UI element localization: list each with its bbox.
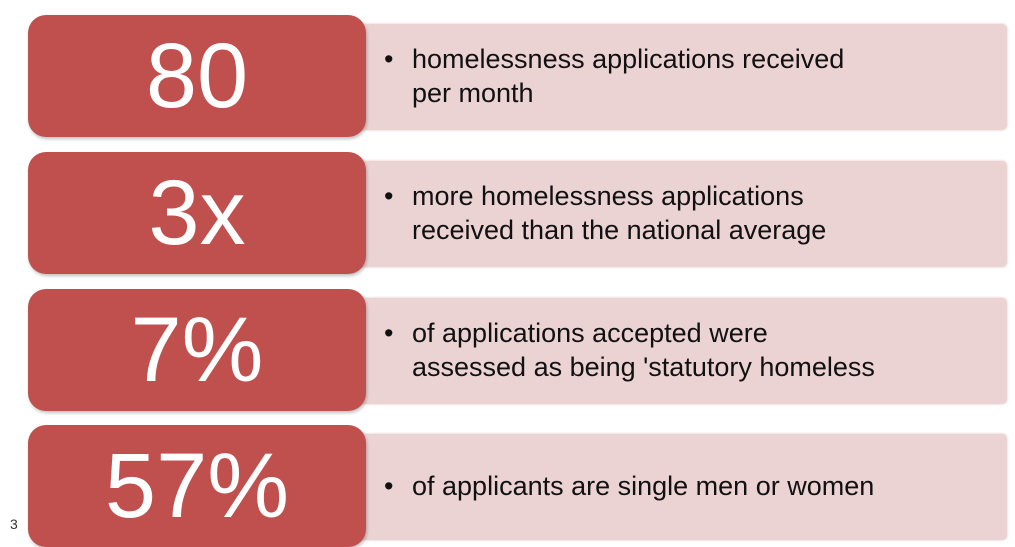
- description-panel: [350, 297, 1008, 405]
- description-line: of applicants are single men or women: [412, 471, 875, 501]
- bullet: •: [384, 44, 394, 74]
- description-line: per month: [412, 78, 534, 108]
- description-line: of applications accepted were: [412, 318, 768, 348]
- figure-box: 3x: [28, 152, 366, 274]
- bullet: •: [384, 471, 394, 501]
- bullet: •: [384, 181, 394, 211]
- description-line: assessed as being 'statutory homeless: [412, 352, 875, 382]
- description: • of applicants are single men or women: [384, 469, 1004, 503]
- description-line: more homelessness applications: [412, 181, 804, 211]
- figure-box: 80: [28, 15, 366, 137]
- figure-box: 57%: [28, 425, 366, 547]
- page-number: 3: [10, 516, 18, 532]
- description-panel: [350, 433, 1008, 541]
- description-line: homelessness applications received: [412, 44, 845, 74]
- description: • more homelessness applications received …: [384, 179, 1004, 247]
- description: • homelessness applications received per m…: [384, 42, 1004, 110]
- bullet: •: [384, 318, 394, 348]
- description-panel: [350, 23, 1008, 131]
- description: • of applications accepted were assessed a…: [384, 316, 1004, 384]
- figure-box: 7%: [28, 289, 366, 411]
- description-panel: [350, 160, 1008, 268]
- description-line: received than the national average: [412, 215, 827, 245]
